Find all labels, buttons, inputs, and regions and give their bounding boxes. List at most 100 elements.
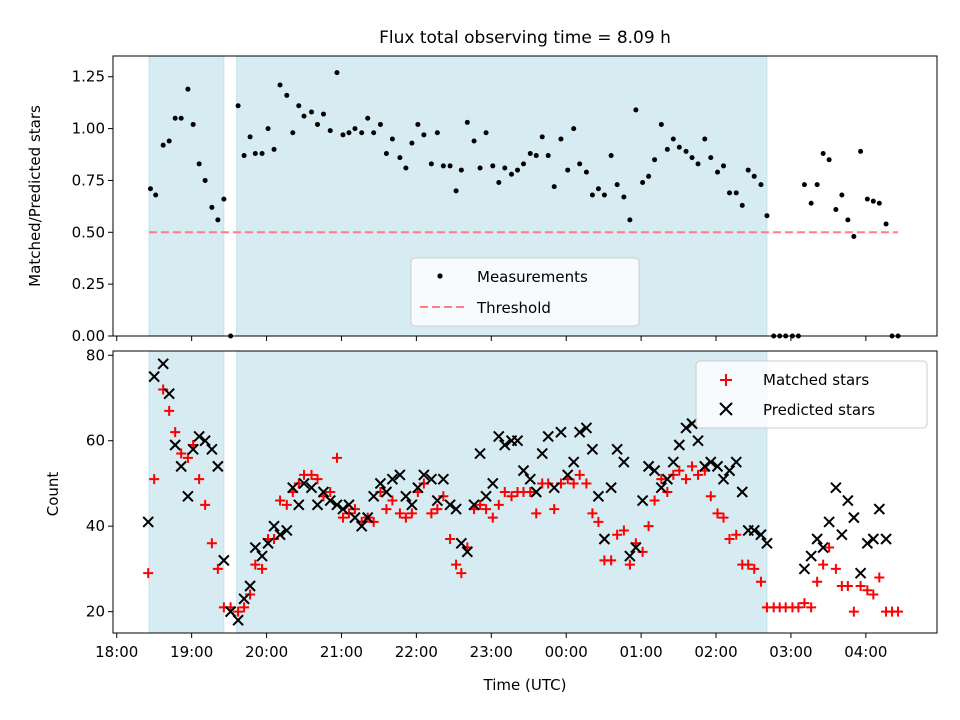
predicted-star-point xyxy=(517,464,530,477)
predicted-star-point xyxy=(468,499,480,511)
measurement-point xyxy=(845,217,851,223)
predicted-star-point xyxy=(830,482,842,494)
measurement-point xyxy=(621,194,627,200)
predicted-star-point xyxy=(394,469,406,481)
measurements-points xyxy=(147,70,901,339)
measurement-point xyxy=(801,182,807,188)
matched-star-point xyxy=(624,559,635,570)
measurement-point xyxy=(833,206,839,212)
predicted-star-point xyxy=(163,388,175,400)
predicted-star-point xyxy=(175,460,187,473)
predicted-star-point xyxy=(337,503,349,515)
matched-star-point xyxy=(755,576,766,587)
matched-star-point xyxy=(818,559,829,570)
measurement-point xyxy=(533,153,539,159)
predicted-star-point xyxy=(418,469,430,481)
predicted-star-point xyxy=(311,499,324,511)
measurement-point xyxy=(839,192,845,198)
measurement-point xyxy=(421,132,427,138)
measurement-point xyxy=(271,146,277,152)
measurement-point xyxy=(397,155,403,161)
matched-star-point xyxy=(855,581,866,591)
x-tick-label: 01:00 xyxy=(619,643,662,661)
matched-star-point xyxy=(693,469,704,480)
matched-star-point xyxy=(200,499,211,510)
matched-star-point xyxy=(269,534,280,544)
measurement-point xyxy=(689,155,695,161)
predicted-star-point xyxy=(249,541,262,554)
matched-star-point xyxy=(158,384,169,395)
predicted-star-point xyxy=(380,486,393,498)
matched-star-point xyxy=(212,563,223,574)
predicted-star-point xyxy=(480,490,492,502)
chart-title: Flux total observing time = 8.09 h xyxy=(379,28,671,48)
measurement-point xyxy=(359,130,365,136)
matched-star-point xyxy=(487,512,498,523)
matched-star-point xyxy=(662,487,673,497)
measurement-point xyxy=(409,140,415,146)
matched-star-point xyxy=(233,606,244,617)
matched-star-point xyxy=(668,469,679,480)
measurement-point xyxy=(814,182,820,188)
x-tick-label: 03:00 xyxy=(769,643,812,661)
measurement-point xyxy=(428,161,434,167)
predicted-star-point xyxy=(244,580,256,592)
matched-star-point xyxy=(799,598,810,609)
predicted-star-point xyxy=(268,520,280,532)
measurement-point xyxy=(695,161,701,167)
predicted-star-point xyxy=(148,370,160,383)
matched-star-point xyxy=(394,508,405,519)
predicted-star-point xyxy=(605,482,617,494)
x-tick-label: 00:00 xyxy=(545,643,588,661)
matched-star-point xyxy=(543,478,554,489)
predicted-star-point xyxy=(630,541,642,554)
matched-star-point xyxy=(506,491,517,502)
x-tick-label: 21:00 xyxy=(320,643,363,661)
predicted-star-point xyxy=(212,460,224,473)
predicted-star-point xyxy=(355,520,368,532)
predicted-star-point xyxy=(431,494,444,507)
predicted-star-point xyxy=(611,443,623,455)
measurement-point xyxy=(440,163,446,169)
measurement-point xyxy=(876,200,882,206)
matched-star-point xyxy=(893,606,904,617)
matched-star-point xyxy=(681,474,692,485)
y-tick-label: 0.25 xyxy=(72,275,105,293)
predicted-star-point xyxy=(444,499,456,511)
measurement-point xyxy=(334,70,340,76)
predicted-star-point xyxy=(692,435,704,447)
y-tick-label: 40 xyxy=(86,517,105,535)
x-tick-label: 02:00 xyxy=(694,643,737,661)
measurement-point xyxy=(209,204,215,210)
measurement-point xyxy=(589,192,595,198)
predicted-star-point xyxy=(499,439,511,451)
y-tick-label: 1.00 xyxy=(72,120,105,138)
predicted-star-point xyxy=(817,541,829,554)
matched-star-point xyxy=(749,563,760,574)
predicted-star-point xyxy=(193,430,205,443)
matched-star-point xyxy=(606,555,617,566)
measurement-point xyxy=(627,217,633,223)
measurement-point xyxy=(340,132,346,138)
predicted-star-point xyxy=(711,460,724,473)
measurement-point xyxy=(235,103,241,109)
predicted-star-point xyxy=(293,499,305,511)
measurement-point xyxy=(577,161,583,167)
measurement-point xyxy=(490,163,496,169)
measurement-point xyxy=(221,196,227,202)
predicted-star-point xyxy=(400,490,412,502)
measurement-point xyxy=(403,165,409,171)
measurement-point xyxy=(383,150,389,156)
top-legend: Measurements Threshold xyxy=(410,257,640,327)
y-tick-label: 60 xyxy=(86,432,105,450)
measurement-point xyxy=(633,107,639,113)
matched-star-point xyxy=(481,504,492,515)
axes-frame xyxy=(112,55,938,337)
predicted-star-point xyxy=(324,494,336,507)
predicted-star-point xyxy=(648,464,661,477)
predicted-star-point xyxy=(493,430,505,443)
measurement-point xyxy=(453,188,459,194)
y-tick-label: 20 xyxy=(86,603,105,621)
matched-star-point xyxy=(830,563,841,574)
matched-star-point xyxy=(848,606,859,617)
